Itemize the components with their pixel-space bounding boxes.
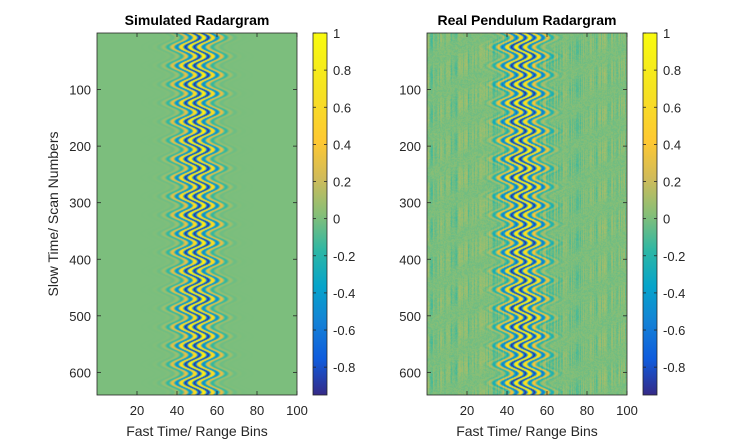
y-tick-label: 600	[69, 365, 91, 380]
colorbar-tick-label: 0.6	[333, 100, 351, 115]
real-pendulum-heatmap	[427, 33, 627, 395]
colorbar-tick-label: 0.4	[663, 137, 681, 152]
colorbar-tick-label: -0.8	[333, 360, 355, 375]
y-tick-label: 400	[399, 252, 421, 267]
real-pendulum-colorbar	[642, 32, 658, 396]
real-pendulum-radargram-title: Real Pendulum Radargram	[438, 12, 617, 28]
colorbar-tick-label: -0.8	[663, 360, 685, 375]
simulated-radargram-panel: Simulated Radargram 20 40 60 80 100 100 200 30…	[45, 12, 355, 439]
y-tick-label: 200	[69, 139, 91, 154]
colorbar-tick-label: 0	[663, 212, 670, 227]
x-tick-label: 80	[250, 403, 264, 418]
x-tick-label: 60	[210, 403, 224, 418]
simulated-x-axis-label: Fast Time/ Range Bins	[126, 423, 268, 439]
y-tick-label: 200	[399, 139, 421, 154]
colorbar-tick-label: 0	[333, 212, 340, 227]
real-pendulum-colorbar-ticks: 1 0.8 0.6 0.4 0.2 0 -0.2 -0.4 -0.6 -0.8	[643, 26, 685, 375]
simulated-y-axis-label: Slow Time/ Scan Numbers	[45, 132, 61, 297]
y-tick-label: 500	[399, 309, 421, 324]
x-tick-label: 40	[500, 403, 514, 418]
x-tick-label: 40	[170, 403, 184, 418]
simulated-y-ticks: 100 200 300 400 500 600	[69, 83, 297, 380]
x-tick-label: 100	[286, 403, 308, 418]
simulated-plot-frame	[96, 32, 298, 396]
real-pendulum-y-ticks: 100 200 300 400 500 600	[399, 83, 627, 380]
colorbar-tick-label: 0.8	[333, 63, 351, 78]
colorbar-tick-label: -0.4	[663, 286, 685, 301]
colorbar-tick-label: 1	[663, 26, 670, 41]
y-tick-label: 400	[69, 252, 91, 267]
y-tick-label: 100	[399, 83, 421, 98]
x-tick-label: 20	[460, 403, 474, 418]
y-tick-label: 300	[399, 196, 421, 211]
y-tick-label: 500	[69, 309, 91, 324]
real-pendulum-radargram-panel: Real Pendulum Radargram 20 40 60 80 100 1002…	[399, 12, 685, 439]
x-tick-label: 60	[540, 403, 554, 418]
colorbar-tick-label: -0.2	[663, 249, 685, 264]
colorbar-tick-label: 0.2	[663, 175, 681, 190]
colorbar-tick-label: 0.8	[663, 63, 681, 78]
real-pendulum-x-ticks: 20 40 60 80 100	[460, 33, 638, 418]
simulated-x-ticks: 20 40 60 80 100	[130, 33, 308, 418]
simulated-colorbar-ticks: 1 0.8 0.6 0.4 0.2 0 -0.2 -0.4 -0.6 -0.8	[313, 26, 355, 375]
simulated-radargram-title: Simulated Radargram	[125, 12, 270, 28]
colorbar-tick-label: -0.6	[333, 323, 355, 338]
simulated-heatmap	[97, 33, 297, 395]
x-tick-label: 20	[130, 403, 144, 418]
real-pendulum-plot-frame	[426, 32, 628, 396]
colorbar-tick-label: 0.2	[333, 175, 351, 190]
y-tick-label: 600	[399, 365, 421, 380]
colorbar-tick-label: 1	[333, 26, 340, 41]
y-tick-label: 300	[69, 196, 91, 211]
real-pendulum-x-axis-label: Fast Time/ Range Bins	[456, 423, 598, 439]
colorbar-tick-label: 0.4	[333, 137, 351, 152]
colorbar-tick-label: 0.6	[663, 100, 681, 115]
y-tick-label: 100	[69, 83, 91, 98]
x-tick-label: 100	[616, 403, 638, 418]
x-tick-label: 80	[580, 403, 594, 418]
colorbar-tick-label: -0.2	[333, 249, 355, 264]
colorbar-tick-label: -0.4	[333, 286, 355, 301]
colorbar-tick-label: -0.6	[663, 323, 685, 338]
simulated-colorbar	[312, 32, 328, 396]
